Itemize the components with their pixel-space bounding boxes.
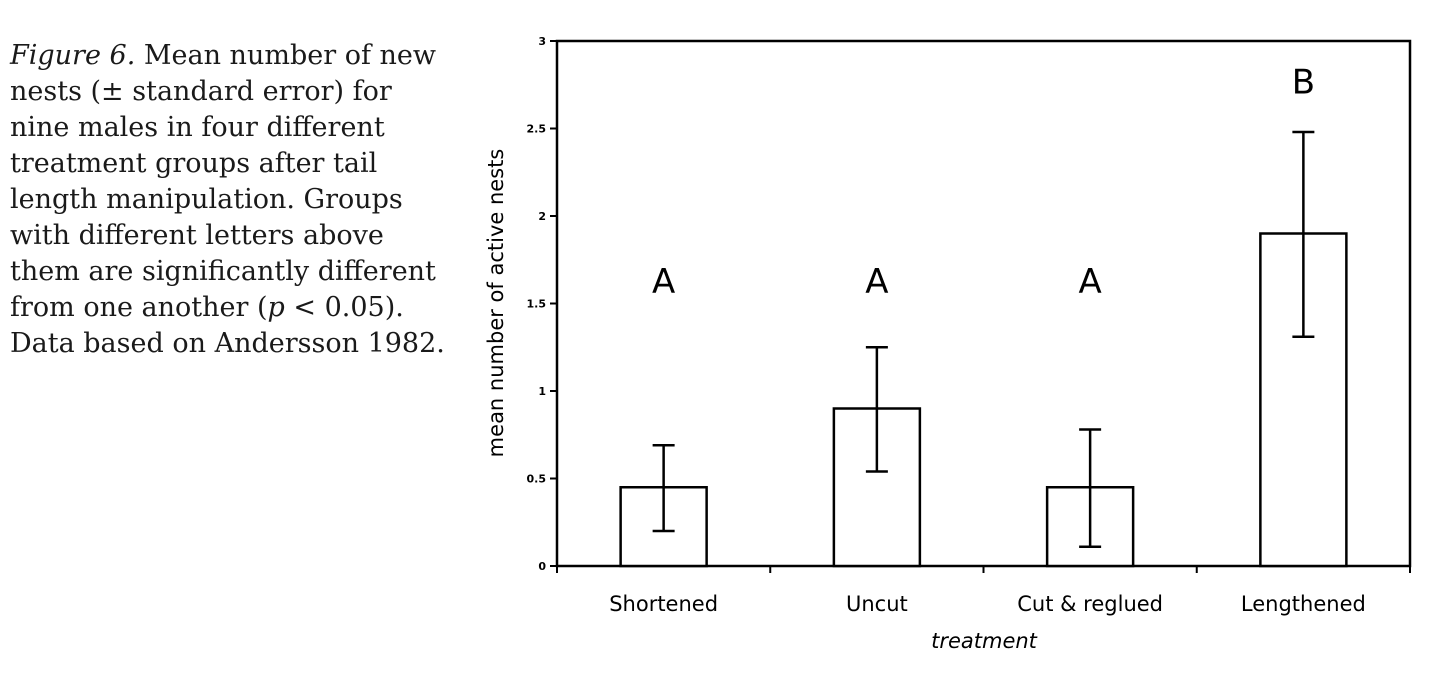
y-tick-label: 2 [538,210,546,223]
chart-container: A A A B 0 0.5 1 1.5 2 2.5 3 Shortened Uncut Cut & r… [470,0,1433,686]
y-tick-label: 2.5 [527,123,547,136]
x-category-label: Cut & reglued [1017,592,1163,616]
caption-text-before-p: Mean number of new nests (± standard err… [10,40,436,323]
x-axis-label: treatment [931,629,1038,653]
y-axis-label: mean number of active nests [484,149,508,458]
bar-chart: A A A B 0 0.5 1 1.5 2 2.5 3 Shortened Uncut Cut & r… [484,35,1412,653]
y-tick-label: 1.5 [527,298,547,311]
caption-text-after-p: < 0.05). Data based on Andersson 1982. [10,292,445,359]
x-axis: Shortened Uncut Cut & reglued Lengthened [556,566,1411,616]
group-letters-group: A A A B [652,63,1315,303]
y-tick-label: 0.5 [527,473,547,486]
y-tick-label: 1 [538,385,546,398]
y-tick-label: 3 [538,35,546,48]
figure-caption: Figure 6. Mean number of new nests (± st… [10,38,450,362]
bars-group [619,232,1348,568]
y-tick-label: 0 [538,560,546,573]
caption-lead: Figure 6. [10,40,136,71]
caption-p-variable: p [267,292,285,323]
y-axis: 0 0.5 1 1.5 2 2.5 3 [527,35,557,573]
group-letter: A [865,262,888,302]
group-letter: B [1292,63,1315,103]
x-category-label: Lengthened [1241,592,1366,616]
group-letter: A [1078,262,1101,302]
x-category-label: Uncut [846,592,908,616]
error-bars-group [652,130,1315,548]
group-letter: A [652,262,675,302]
x-category-label: Shortened [609,592,718,616]
